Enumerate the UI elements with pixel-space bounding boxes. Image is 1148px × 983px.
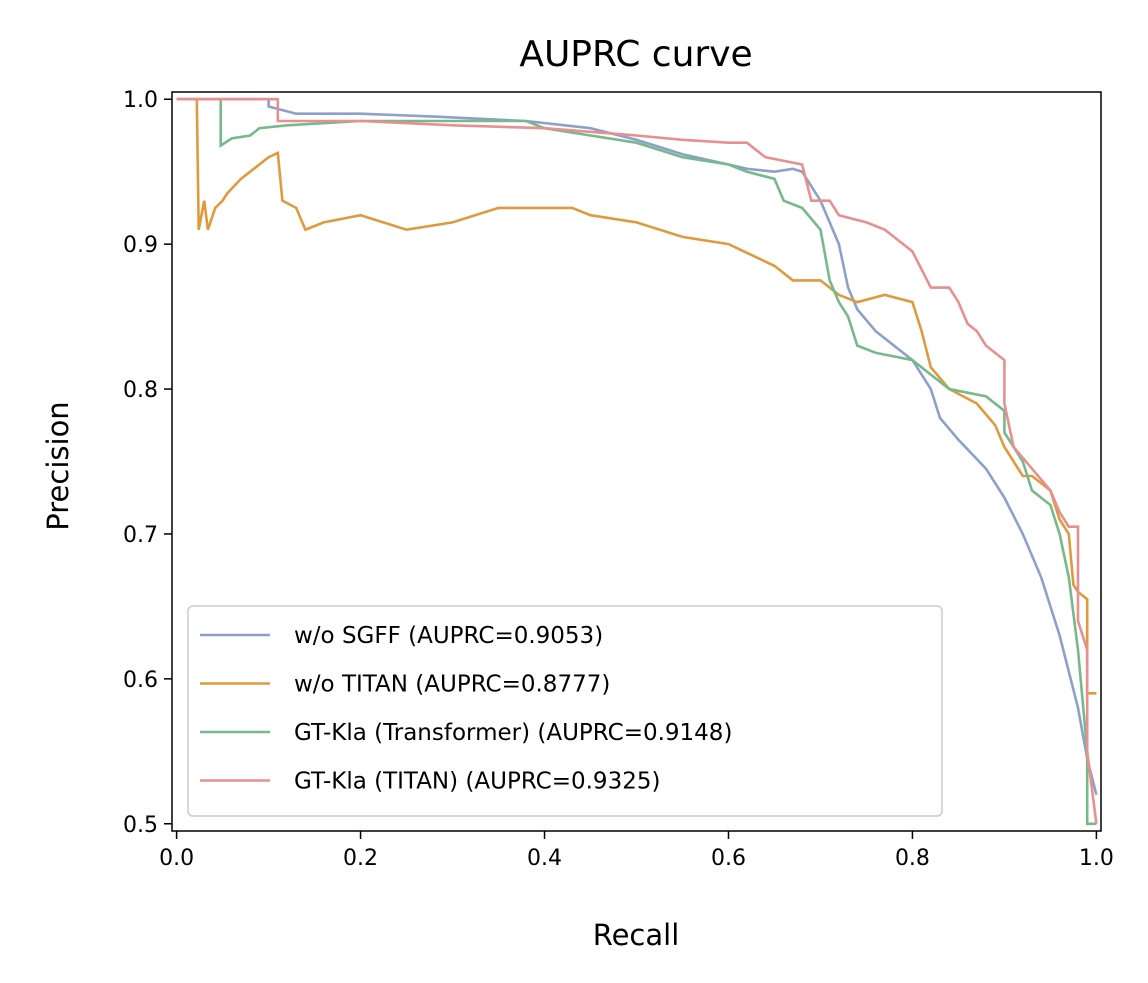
series-layer (176, 97, 1098, 826)
legend-label-1: w/o TITAN (AUPRC=0.8777) (294, 672, 610, 698)
x-tick-label: 0.8 (895, 846, 930, 871)
x-axis-label: Recall (593, 918, 680, 952)
legend-label-3: GT-Kla (TITAN) (AUPRC=0.9325) (294, 769, 660, 795)
plot-frame (171, 91, 1102, 832)
legend: w/o SGFF (AUPRC=0.9053) w/o TITAN (AUPRC=… (187, 605, 943, 817)
legend-box (187, 605, 943, 817)
series-line-3 (176, 97, 1098, 824)
chart-title: AUPRC curve (519, 34, 752, 75)
legend-label-2: GT-Kla (Transformer) (AUPRC=0.9148) (294, 720, 732, 746)
y-axis-label: Precision (41, 401, 75, 530)
y-tick-label: 0.7 (123, 523, 158, 548)
series-line-0 (176, 97, 1098, 796)
legend-label-0: w/o SGFF (AUPRC=0.9053) (294, 623, 603, 649)
y-tick-label: 1.0 (123, 88, 158, 113)
x-tick-label: 0.6 (711, 846, 746, 871)
y-tick-label: 0.6 (123, 668, 158, 693)
x-tick-label: 0.2 (343, 846, 378, 871)
series-line-2 (176, 97, 1097, 826)
x-tick-label: 0.0 (159, 846, 194, 871)
y-tick-label: 0.9 (123, 233, 158, 258)
y-tick-label: 0.8 (123, 378, 158, 403)
series-line-1 (176, 97, 1097, 695)
y-tick-label: 0.5 (123, 813, 158, 838)
tick-layer: 0.0 0.2 0.4 0.6 0.8 1.0 0.5 0.6 0.7 0.8 0.9 1.0 (123, 88, 1114, 871)
x-tick-label: 1.0 (1079, 846, 1114, 871)
x-tick-label: 0.4 (527, 846, 562, 871)
